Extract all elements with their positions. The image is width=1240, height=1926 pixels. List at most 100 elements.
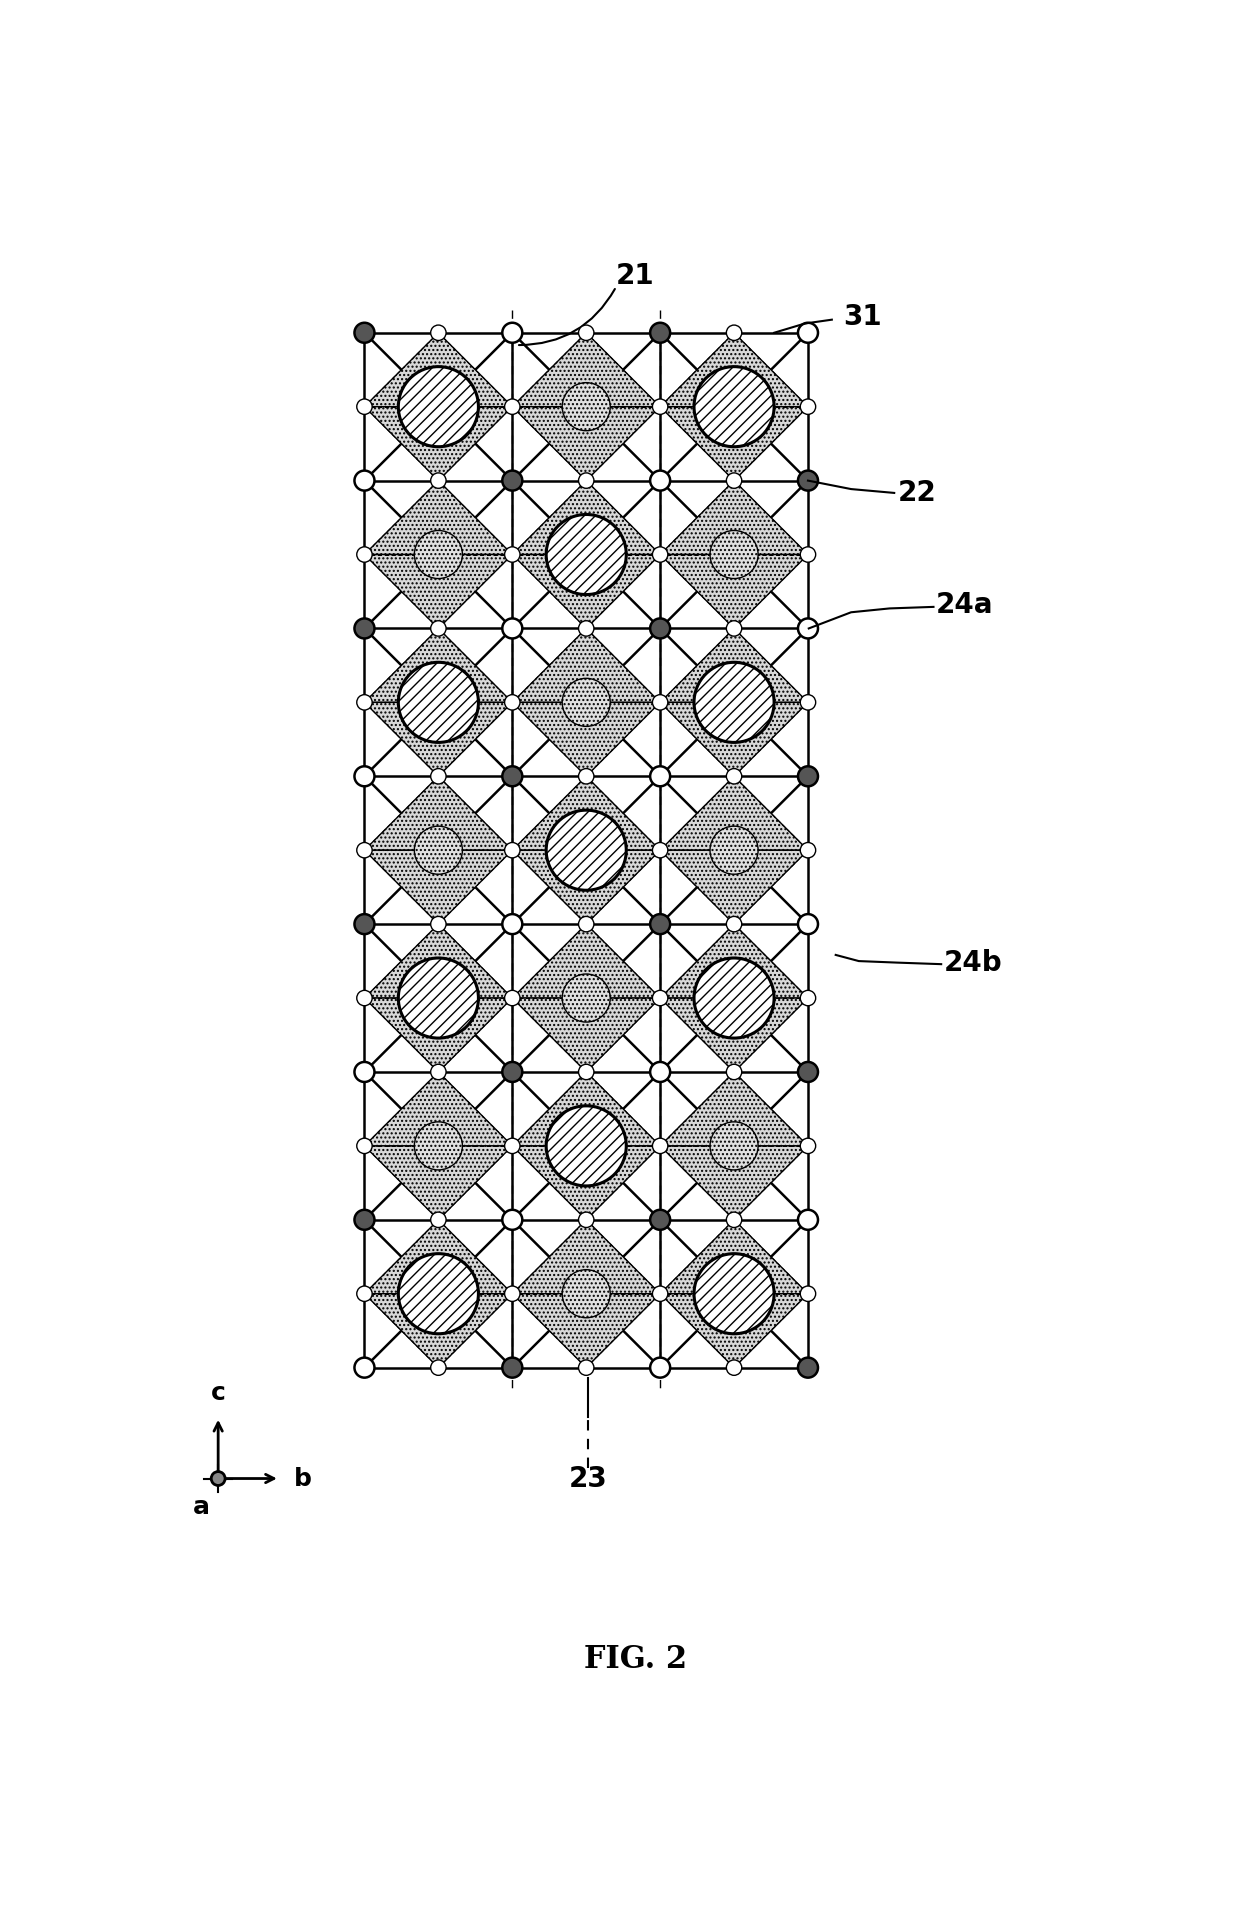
Text: a: a [192, 1495, 210, 1520]
Polygon shape [660, 482, 808, 555]
Circle shape [505, 1287, 520, 1302]
Circle shape [727, 917, 742, 932]
Circle shape [414, 826, 463, 874]
Circle shape [357, 399, 372, 414]
Text: 21: 21 [616, 262, 655, 289]
Circle shape [505, 695, 520, 711]
Circle shape [398, 957, 479, 1038]
Circle shape [355, 1358, 374, 1377]
Circle shape [502, 470, 522, 491]
Circle shape [562, 975, 610, 1023]
Circle shape [652, 1287, 668, 1302]
Polygon shape [365, 1146, 512, 1219]
Polygon shape [365, 776, 512, 849]
Circle shape [650, 470, 670, 491]
Polygon shape [512, 482, 660, 555]
Polygon shape [512, 1146, 660, 1219]
Circle shape [799, 470, 818, 491]
Circle shape [502, 1061, 522, 1082]
Circle shape [502, 1358, 522, 1377]
Circle shape [398, 663, 479, 742]
Polygon shape [512, 1294, 660, 1367]
Polygon shape [365, 628, 512, 703]
Circle shape [398, 1254, 479, 1335]
Circle shape [711, 1121, 758, 1169]
Circle shape [650, 915, 670, 934]
Circle shape [502, 324, 522, 343]
Circle shape [502, 915, 522, 934]
Text: 31: 31 [843, 304, 882, 331]
Polygon shape [660, 1073, 808, 1146]
Polygon shape [365, 998, 512, 1073]
Circle shape [800, 842, 816, 857]
Circle shape [727, 620, 742, 636]
Circle shape [800, 990, 816, 1005]
Circle shape [799, 1210, 818, 1231]
Circle shape [727, 325, 742, 341]
Polygon shape [365, 1219, 512, 1294]
Circle shape [505, 990, 520, 1005]
Circle shape [579, 1065, 594, 1080]
Polygon shape [660, 849, 808, 924]
Circle shape [357, 547, 372, 562]
FancyArrowPatch shape [518, 289, 615, 345]
Polygon shape [512, 1219, 660, 1294]
Circle shape [355, 324, 374, 343]
Circle shape [694, 1254, 774, 1335]
Polygon shape [512, 555, 660, 628]
Circle shape [799, 1061, 818, 1082]
Polygon shape [660, 1146, 808, 1219]
Circle shape [355, 1061, 374, 1082]
Text: 24a: 24a [936, 591, 993, 618]
Polygon shape [660, 628, 808, 703]
Circle shape [505, 1138, 520, 1154]
Polygon shape [660, 998, 808, 1073]
Polygon shape [660, 776, 808, 849]
Circle shape [652, 399, 668, 414]
Circle shape [727, 768, 742, 784]
Circle shape [799, 767, 818, 786]
Circle shape [502, 618, 522, 638]
Polygon shape [365, 555, 512, 628]
Text: b: b [294, 1466, 311, 1491]
Circle shape [430, 917, 446, 932]
Polygon shape [660, 924, 808, 998]
Polygon shape [365, 482, 512, 555]
Polygon shape [660, 555, 808, 628]
Polygon shape [365, 1073, 512, 1146]
Polygon shape [365, 406, 512, 482]
Circle shape [650, 1210, 670, 1231]
Circle shape [711, 826, 758, 874]
Circle shape [694, 366, 774, 447]
Circle shape [430, 620, 446, 636]
Polygon shape [512, 406, 660, 482]
Polygon shape [365, 849, 512, 924]
Circle shape [579, 1360, 594, 1375]
Circle shape [650, 1061, 670, 1082]
Circle shape [799, 324, 818, 343]
Polygon shape [660, 1294, 808, 1367]
Circle shape [430, 1211, 446, 1227]
Circle shape [430, 325, 446, 341]
Circle shape [650, 324, 670, 343]
Circle shape [694, 663, 774, 742]
Circle shape [562, 1269, 610, 1317]
Circle shape [652, 695, 668, 711]
Circle shape [505, 842, 520, 857]
Circle shape [505, 399, 520, 414]
Circle shape [650, 1358, 670, 1377]
Polygon shape [660, 406, 808, 482]
Circle shape [694, 957, 774, 1038]
Circle shape [799, 618, 818, 638]
Circle shape [355, 915, 374, 934]
Polygon shape [660, 1219, 808, 1294]
Circle shape [800, 695, 816, 711]
Polygon shape [512, 776, 660, 849]
Polygon shape [512, 703, 660, 776]
Circle shape [562, 383, 610, 431]
Polygon shape [660, 703, 808, 776]
Circle shape [652, 990, 668, 1005]
Circle shape [799, 915, 818, 934]
Circle shape [430, 768, 446, 784]
Circle shape [357, 990, 372, 1005]
